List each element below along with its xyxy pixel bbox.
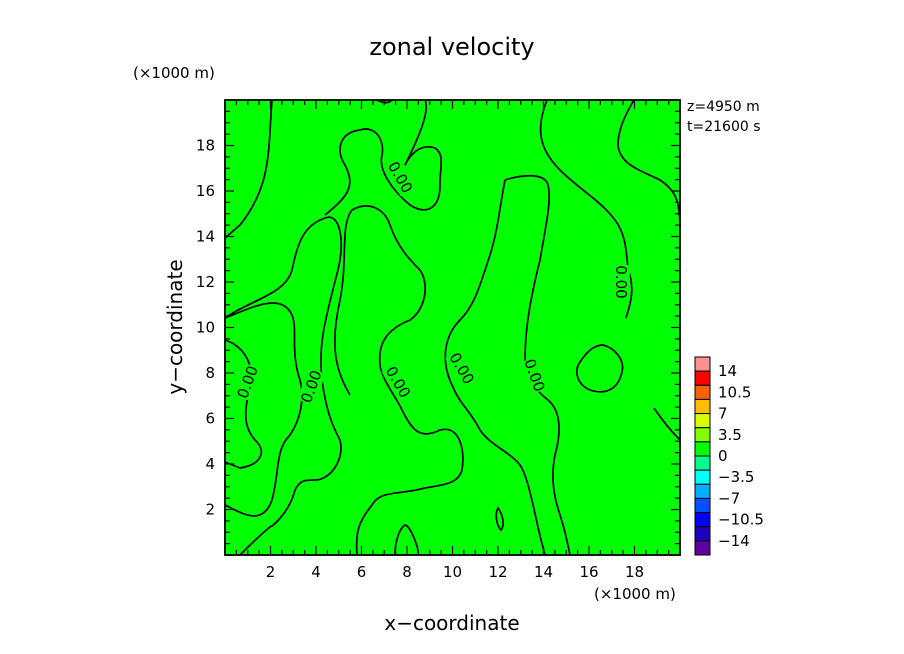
colorbar-label: 7 [718, 405, 728, 423]
colorbar-swatch [694, 370, 711, 386]
contour-label-bg [445, 349, 478, 388]
y-tick-label: 6 [205, 410, 215, 428]
x-tick-label: 18 [625, 563, 644, 581]
contour-label-bg [381, 362, 415, 402]
y-tick-label: 16 [196, 182, 215, 200]
colorbar-label: −14 [718, 532, 750, 550]
contour-line-2 [224, 339, 263, 469]
contour-line-16 [539, 99, 633, 319]
contour-line-8 [324, 129, 361, 216]
x-tick-label: 10 [443, 563, 462, 581]
y-tick-label: 10 [196, 319, 215, 337]
y-unit-label: (×1000 m) [133, 64, 215, 82]
chart-title: zonal velocity [369, 33, 534, 61]
y-tick-label: 4 [205, 455, 215, 473]
y-tick-label: 14 [196, 228, 215, 246]
y-tick-label: 2 [205, 501, 215, 519]
colorbar-swatch [694, 441, 711, 457]
colorbar-swatch [694, 483, 711, 499]
x-tick-label: 2 [266, 563, 276, 581]
colorbar-label: 10.5 [718, 383, 751, 401]
x-axis-label: x−coordinate [384, 611, 519, 635]
contour-label-bg [233, 363, 263, 402]
x-unit-label: (×1000 m) [594, 585, 676, 603]
contour-line-4 [224, 216, 342, 556]
contour-line-11 [394, 524, 420, 556]
x-tick-label: 14 [534, 563, 553, 581]
y-axis-label: y−coordinate [163, 259, 187, 394]
y-tick-label: 8 [205, 364, 215, 382]
contour-line-14 [495, 506, 504, 532]
zero-contours [224, 99, 681, 556]
colorbar-swatch [694, 427, 711, 443]
velocity-field [225, 100, 680, 555]
colorbar-swatch [694, 497, 711, 514]
colorbar-label: −10.5 [718, 511, 764, 529]
contour-line-18 [653, 407, 681, 441]
contour-line-7 [359, 128, 443, 211]
colorbar-swatch [694, 413, 711, 429]
x-tick-label: 16 [579, 563, 598, 581]
colorbar-swatch [694, 469, 711, 485]
z-annotation: z=4950 m [687, 99, 760, 115]
x-tick-label: 8 [402, 563, 412, 581]
y-tick-label: 18 [196, 137, 215, 155]
contour-line-9 [351, 205, 464, 556]
contour-line-10 [333, 209, 353, 396]
x-tick-label: 6 [357, 563, 367, 581]
contour-label-bg [611, 265, 630, 299]
colorbar: 14 10.5 7 3.5 0 −3.5 −7 −10.5 −14 [694, 356, 764, 556]
colorbar-swatch [694, 512, 711, 528]
contour-label-bg [297, 367, 326, 406]
colorbar-swatch [694, 398, 711, 415]
contour-line-1 [224, 99, 273, 239]
contour-line-15 [576, 344, 624, 393]
colorbar-label: 3.5 [718, 426, 742, 444]
colorbar-label: −3.5 [718, 468, 754, 486]
contour-line-13 [444, 179, 546, 556]
axis-ticks: 2 4 6 8 10 12 14 16 18 2 4 6 8 10 12 14 16 18 [196, 99, 681, 581]
contour-line-3 [224, 302, 303, 517]
contour-label-bg [383, 158, 417, 197]
colorbar-swatch [694, 455, 711, 471]
colorbar-label: 14 [718, 362, 737, 380]
x-tick-label: 4 [311, 563, 321, 581]
colorbar-swatch [694, 540, 711, 556]
contour-label: 0.00 [611, 265, 630, 299]
t-annotation: t=21600 s [687, 119, 761, 135]
contour-line-17 [617, 99, 681, 229]
contour-line-6 [404, 99, 428, 166]
colorbar-swatch [694, 384, 711, 400]
x-tick-label: 12 [488, 563, 507, 581]
colorbar-swatch [694, 356, 711, 372]
colorbar-swatch [694, 526, 711, 542]
y-tick-label: 12 [196, 273, 215, 291]
contour-label-text: 0.00 [612, 265, 630, 298]
colorbar-label: −7 [718, 489, 740, 507]
contour-label-bg [520, 356, 549, 395]
colorbar-label: 0 [718, 447, 728, 465]
